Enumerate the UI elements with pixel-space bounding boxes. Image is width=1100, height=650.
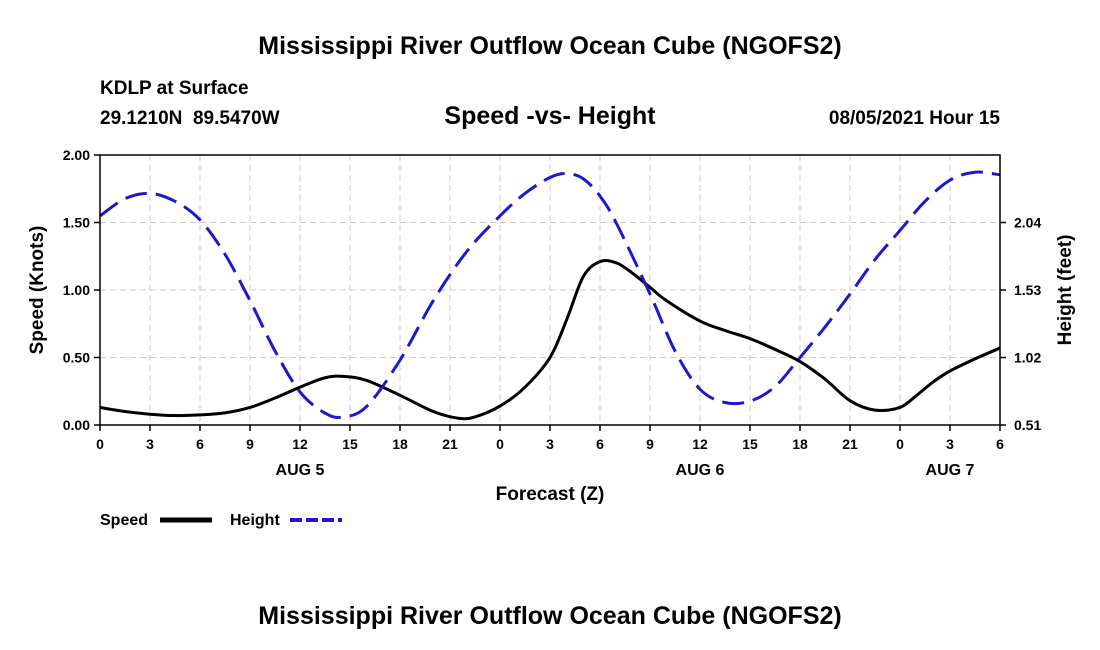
x-tick-label: 15: [342, 436, 358, 452]
x-tick-label: 3: [546, 436, 554, 452]
y-tick-label: 0.50: [63, 350, 90, 366]
x-axis-label: Forecast (Z): [496, 484, 605, 505]
datetime-label: 08/05/2021 Hour 15: [829, 108, 1001, 129]
footer-title: Mississippi River Outflow Ocean Cube (NG…: [258, 602, 841, 630]
y-tick-label: 2.00: [63, 147, 90, 163]
x-tick-label: 3: [146, 436, 154, 452]
x-tick-label: 9: [646, 436, 654, 452]
legend-height-label: Height: [230, 512, 280, 529]
x-tick-label: 0: [496, 436, 504, 452]
x-tick-label: 0: [896, 436, 904, 452]
chart-title: Speed -vs- Height: [444, 102, 656, 130]
series-group: [99, 170, 1001, 421]
x-tick-label: 18: [392, 436, 408, 452]
day-label: AUG 5: [276, 462, 325, 479]
speed-series-line: [99, 259, 1001, 421]
x-tick-label: 12: [292, 436, 308, 452]
y-tick-label: 0.00: [63, 417, 90, 433]
grid: [100, 155, 1000, 425]
x-tick-label: 0: [96, 436, 104, 452]
legend: Speed Height: [100, 512, 342, 529]
day-label: AUG 6: [676, 462, 725, 479]
x-tick-label: 9: [246, 436, 254, 452]
coordinates-label: 29.1210N 89.5470W: [100, 108, 280, 129]
legend-speed-label: Speed: [100, 512, 148, 529]
y2-tick-label: 0.51: [1014, 417, 1041, 433]
x-tick-label: 12: [692, 436, 708, 452]
x-tick-label: 6: [196, 436, 204, 452]
x-tick-label: 6: [596, 436, 604, 452]
x-tick-label: 3: [946, 436, 954, 452]
x-tick-label: 21: [442, 436, 458, 452]
x-tick-label: 15: [742, 436, 758, 452]
y2-tick-label: 1.53: [1014, 282, 1041, 298]
y-tick-label: 1.00: [63, 282, 90, 298]
station-label: KDLP at Surface: [100, 78, 249, 99]
day-label: AUG 7: [926, 462, 975, 479]
axis-ticks: 0 3 6 9 12 15 18 21 0 3 6 9 12 15 18 21 0 3 6 0.00 0.50 1.00 1…: [63, 147, 1042, 479]
y-tick-label: 1.50: [63, 215, 90, 231]
x-tick-label: 6: [996, 436, 1004, 452]
y-axis-right-label: Height (feet): [1055, 235, 1076, 346]
x-tick-label: 18: [792, 436, 808, 452]
x-tick-label: 21: [842, 436, 858, 452]
y-axis-label: Speed (Knots): [27, 226, 48, 355]
y2-tick-label: 1.02: [1014, 350, 1041, 366]
y2-tick-label: 2.04: [1014, 215, 1041, 231]
height-series-line: [99, 170, 1001, 419]
page-title: Mississippi River Outflow Ocean Cube (NG…: [258, 32, 841, 60]
